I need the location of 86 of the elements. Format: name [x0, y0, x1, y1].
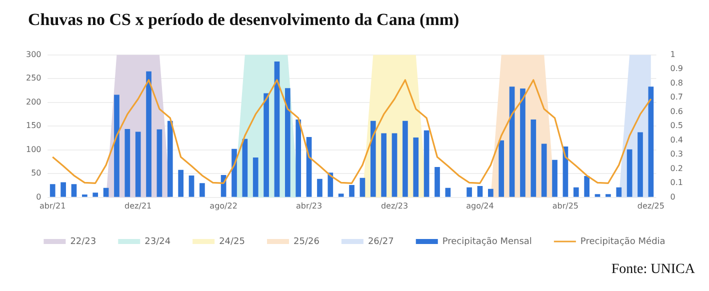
- bar: [360, 178, 366, 197]
- legend-label: Precipitação Média: [580, 236, 666, 247]
- legend-label: 25/26: [294, 236, 320, 247]
- y-tick-label: 150: [26, 121, 42, 130]
- bar: [413, 138, 419, 197]
- bar: [232, 148, 237, 197]
- bar: [498, 140, 504, 197]
- y2-tick-label: 0.9: [670, 64, 684, 74]
- bar: [424, 130, 430, 197]
- bar: [200, 183, 205, 197]
- x-tick-label: abr/25: [552, 201, 579, 210]
- x-tick-label: dez/21: [124, 201, 152, 210]
- chart-title: Chuvas no CS x período de desenvolvimento da Cana (mm): [28, 10, 460, 30]
- bar: [167, 120, 173, 197]
- bar: [71, 184, 77, 197]
- y2-tick-label: 0.5: [670, 121, 684, 130]
- y-tick-label: 200: [26, 97, 42, 106]
- bar: [477, 186, 483, 197]
- bar: [573, 187, 579, 197]
- legend-label: 26/27: [368, 236, 394, 247]
- bar: [370, 120, 376, 197]
- bar: [594, 194, 600, 197]
- bar: [616, 187, 622, 197]
- legend-label: 23/24: [144, 236, 171, 247]
- y2-tick-label: 0.6: [670, 106, 684, 116]
- bar: [488, 188, 494, 197]
- bar: [50, 184, 56, 197]
- bar: [60, 182, 66, 197]
- bar: [242, 138, 248, 197]
- bar: [146, 71, 152, 197]
- bar: [445, 188, 451, 197]
- x-tick-label: ago/24: [466, 201, 494, 210]
- y2-tick-label: 0.2: [670, 164, 684, 173]
- bar: [509, 86, 515, 197]
- y2-tick-label: 0.7: [670, 92, 684, 102]
- bar: [135, 132, 141, 197]
- bar: [156, 129, 162, 197]
- y2-tick-label: 1: [670, 50, 676, 59]
- x-tick-label: abr/23: [296, 201, 322, 210]
- y2-tick-label: 0.4: [670, 135, 684, 144]
- bar: [648, 86, 654, 197]
- bar: [284, 88, 290, 197]
- bar: [606, 194, 611, 197]
- bar: [274, 61, 280, 197]
- bar: [103, 188, 109, 197]
- bar: [338, 194, 344, 197]
- bar: [328, 172, 334, 197]
- x-tick-label: abr/21: [40, 201, 66, 210]
- y-tick-label: 0: [36, 192, 42, 202]
- source-note: Fonte: UNICA: [611, 262, 695, 278]
- bar: [466, 187, 472, 197]
- bar: [552, 160, 558, 197]
- bar: [520, 88, 526, 197]
- x-tick-label: dez/25: [637, 201, 664, 210]
- legend-label: 22/23: [70, 236, 96, 247]
- bar: [252, 157, 258, 197]
- bar: [381, 133, 386, 197]
- bar: [188, 176, 194, 197]
- bar: [317, 178, 322, 197]
- y2-tick-label: 0.8: [670, 78, 684, 88]
- y2-tick-label: 0: [670, 192, 676, 202]
- legend-label: 24/25: [219, 236, 246, 247]
- bar: [541, 144, 547, 197]
- bar: [296, 119, 302, 197]
- y-tick-label: 100: [26, 144, 42, 154]
- bar: [264, 93, 269, 197]
- bar: [638, 132, 643, 197]
- bar: [114, 94, 120, 197]
- bar: [402, 120, 408, 197]
- y-tick-label: 50: [31, 168, 42, 178]
- bar: [349, 185, 354, 197]
- bar: [124, 128, 130, 197]
- bar: [434, 166, 440, 197]
- y-tick-label: 250: [26, 74, 42, 83]
- bar: [584, 176, 590, 197]
- x-tick-label: dez/23: [380, 201, 408, 210]
- bar: [178, 170, 184, 197]
- bar: [626, 149, 632, 197]
- y-tick-label: 300: [26, 50, 42, 59]
- legend-label: Precipitação Mensal: [442, 236, 532, 247]
- y2-tick-label: 0.1: [670, 178, 684, 188]
- x-tick-label: ago/22: [210, 201, 238, 210]
- y2-tick-label: 0.3: [670, 150, 684, 159]
- bar: [392, 133, 398, 197]
- bar: [92, 192, 98, 197]
- bar: [530, 119, 536, 197]
